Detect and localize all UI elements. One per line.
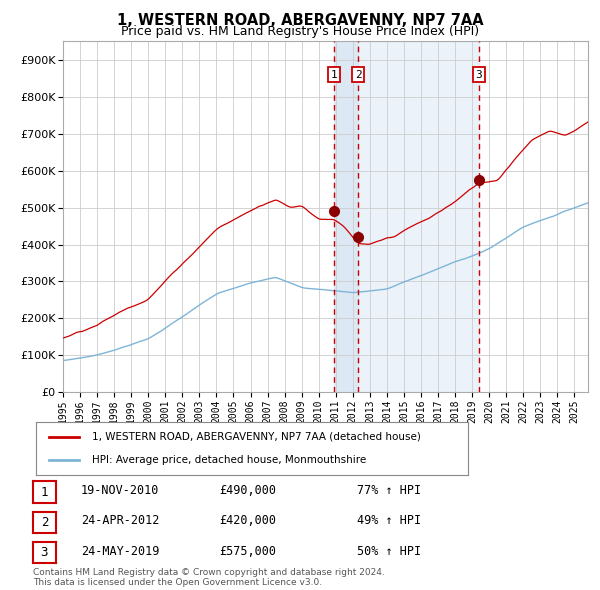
Text: 1, WESTERN ROAD, ABERGAVENNY, NP7 7AA: 1, WESTERN ROAD, ABERGAVENNY, NP7 7AA [116,13,484,28]
Text: £575,000: £575,000 [219,545,276,558]
Text: 3: 3 [41,546,48,559]
Text: 77% ↑ HPI: 77% ↑ HPI [357,484,421,497]
Text: Contains HM Land Registry data © Crown copyright and database right 2024.
This d: Contains HM Land Registry data © Crown c… [33,568,385,587]
Text: Price paid vs. HM Land Registry's House Price Index (HPI): Price paid vs. HM Land Registry's House … [121,25,479,38]
Text: 1: 1 [41,486,48,499]
Text: 1, WESTERN ROAD, ABERGAVENNY, NP7 7AA (detached house): 1, WESTERN ROAD, ABERGAVENNY, NP7 7AA (d… [92,432,421,442]
Text: 49% ↑ HPI: 49% ↑ HPI [357,514,421,527]
Text: 19-NOV-2010: 19-NOV-2010 [81,484,160,497]
Text: 1: 1 [331,70,337,80]
Text: 24-MAY-2019: 24-MAY-2019 [81,545,160,558]
Bar [358,41,479,392]
Text: £490,000: £490,000 [219,484,276,497]
Text: 2: 2 [355,70,362,80]
Text: HPI: Average price, detached house, Monmouthshire: HPI: Average price, detached house, Monm… [92,455,367,465]
Text: £420,000: £420,000 [219,514,276,527]
Bar [334,41,358,392]
Text: 2: 2 [41,516,48,529]
Text: 50% ↑ HPI: 50% ↑ HPI [357,545,421,558]
Text: 24-APR-2012: 24-APR-2012 [81,514,160,527]
Text: 3: 3 [475,70,482,80]
